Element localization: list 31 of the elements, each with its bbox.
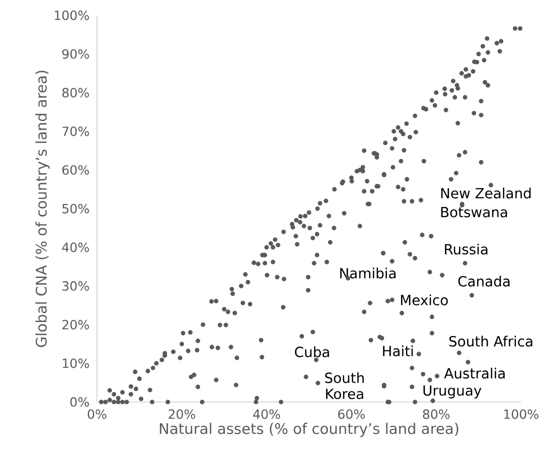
annotation: Canada <box>458 276 510 287</box>
y-tick-label: 40% <box>62 242 89 252</box>
annotation: Haiti <box>383 345 413 356</box>
annotation: South Korea <box>325 372 364 400</box>
y-tick-label: 50% <box>62 204 89 214</box>
x-axis-title: Natural assets (% of country’s land area) <box>160 422 458 437</box>
x-tick-label: 0% <box>88 409 106 419</box>
annotation: Australia <box>444 368 505 379</box>
y-tick-label: 90% <box>62 49 89 59</box>
y-tick-label: 0% <box>70 397 89 407</box>
annotation: Botswana <box>441 206 508 218</box>
y-tick-label: 80% <box>62 88 89 98</box>
x-tick-label: 40% <box>253 409 280 419</box>
annotation: Mexico <box>401 294 448 306</box>
annotation: Namibia <box>340 268 396 278</box>
y-tick-label: 30% <box>62 281 89 291</box>
y-tick-label: 10% <box>62 358 89 368</box>
y-tick-label: 20% <box>62 320 89 330</box>
y-axis-title: Global CNA (% of country’s land area) <box>35 70 50 347</box>
y-tick-label: 60% <box>62 165 89 175</box>
x-tick-label: 60% <box>338 409 365 419</box>
annotation: Russia <box>444 244 488 255</box>
x-tick-label: 20% <box>168 409 196 419</box>
x-tick-label: 80% <box>422 409 450 419</box>
annotation: New Zealand <box>441 188 531 198</box>
y-tick-label: 70% <box>62 126 89 136</box>
annotation: Cuba <box>294 346 329 358</box>
annotation: Uruguay <box>424 385 482 398</box>
x-tick-label: 100% <box>504 409 538 419</box>
y-tick-label: 100% <box>54 10 89 20</box>
annotation: South Africa <box>449 336 532 347</box>
